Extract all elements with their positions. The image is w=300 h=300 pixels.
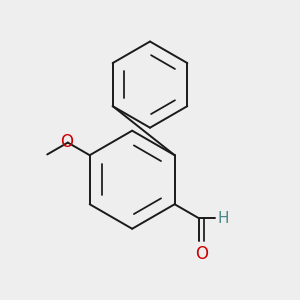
Text: O: O xyxy=(195,245,208,263)
Text: O: O xyxy=(60,133,73,151)
Text: H: H xyxy=(218,211,229,226)
